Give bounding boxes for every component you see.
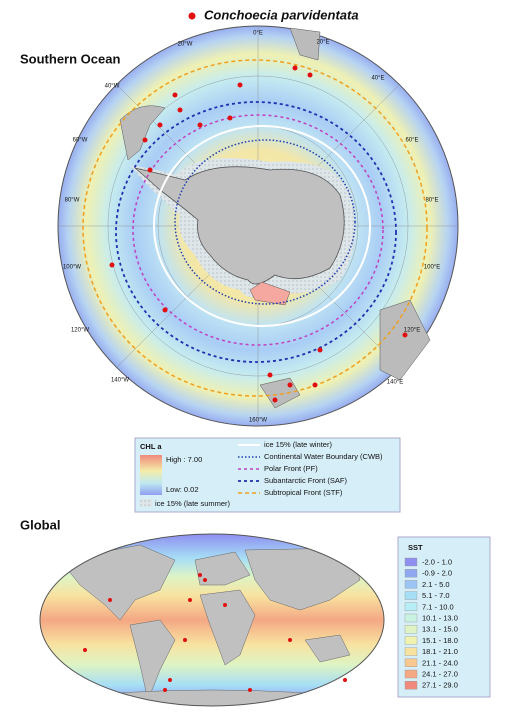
legend-label: 27.1 - 29.0 bbox=[422, 681, 458, 690]
legend-swatch bbox=[404, 580, 418, 589]
legend-swatch bbox=[404, 602, 418, 611]
longitude-label: 80°W bbox=[65, 198, 80, 204]
legend-swatch bbox=[404, 569, 418, 578]
legend-label: Low: 0.02 bbox=[166, 485, 199, 494]
polar-legend: CHL a High : 7.00 Low: 0.02 ice 15% (lat… bbox=[134, 437, 401, 513]
legend-swatch bbox=[404, 636, 418, 645]
legend-title: CHL a bbox=[140, 442, 162, 451]
legend-label: Polar Front (PF) bbox=[264, 464, 318, 473]
legend-label: Continental Water Boundary (CWB) bbox=[264, 452, 383, 461]
longitude-label: 20°W bbox=[178, 42, 193, 48]
legend-label: -2.0 - 1.0 bbox=[422, 557, 452, 566]
longitude-label: 100°E bbox=[424, 265, 440, 271]
sst-legend: SST -2.0 - 1.0 -0.9 - 2.0 2.1 - 5.0 5.1 - 7… bbox=[397, 536, 491, 698]
legend-label: ice 15% (late summer) bbox=[155, 499, 231, 508]
legend-swatch bbox=[404, 557, 418, 567]
longitude-label: 140°E bbox=[387, 380, 403, 386]
legend-swatch bbox=[404, 625, 418, 634]
legend-label: 7.1 - 10.0 bbox=[422, 602, 454, 611]
legend-label: 2.1 - 5.0 bbox=[422, 580, 450, 589]
species-title: Conchoecia parvidentata bbox=[204, 7, 359, 22]
longitude-label: 160°W bbox=[249, 418, 267, 424]
legend-swatch bbox=[404, 613, 418, 623]
legend-label: 15.1 - 18.0 bbox=[422, 636, 458, 645]
legend-label: 18.1 - 21.0 bbox=[422, 647, 458, 656]
heading: Southern Ocean bbox=[20, 51, 120, 66]
longitude-label: 100°W bbox=[63, 265, 81, 271]
longitude-label: 140°W bbox=[111, 378, 129, 384]
legend-dot bbox=[188, 12, 196, 20]
legend-label: 13.1 - 15.0 bbox=[422, 625, 458, 634]
longitude-label: 120°W bbox=[71, 328, 89, 334]
legend-label: 5.1 - 7.0 bbox=[422, 591, 450, 600]
legend-label: ice 15% (late winter) bbox=[264, 440, 332, 449]
legend-swatch bbox=[404, 669, 418, 679]
legend-swatch bbox=[404, 591, 418, 600]
legend-label: 21.1 - 24.0 bbox=[422, 658, 458, 667]
polar-map: 0°E 20°E 40°E 60°E 80°E 100°E 120°E 140°… bbox=[57, 25, 459, 427]
legend-swatch bbox=[404, 647, 418, 656]
legend-label: Subantarctic Front (SAF) bbox=[264, 476, 347, 485]
longitude-label: 0°E bbox=[253, 31, 263, 37]
legend-swatch bbox=[404, 658, 418, 667]
longitude-label: 120°E bbox=[404, 328, 420, 334]
legend-label: 24.1 - 27.0 bbox=[422, 669, 458, 678]
legend-label: High : 7.00 bbox=[166, 455, 202, 464]
legend-swatch bbox=[404, 681, 418, 690]
legend-label: Subtropical Front (STF) bbox=[264, 488, 343, 497]
longitude-label: 40°E bbox=[371, 76, 384, 82]
world-map bbox=[39, 533, 385, 707]
longitude-label: 60°E bbox=[405, 138, 418, 144]
longitude-label: 40°W bbox=[105, 84, 120, 90]
longitude-label: 60°W bbox=[73, 138, 88, 144]
legend-label: 10.1 - 13.0 bbox=[422, 613, 458, 622]
heading: Global bbox=[20, 517, 60, 532]
legend-label: -0.9 - 2.0 bbox=[422, 569, 452, 578]
legend-title: SST bbox=[408, 543, 423, 552]
longitude-label: 80°E bbox=[425, 198, 438, 204]
longitude-label: 20°E bbox=[316, 40, 329, 46]
